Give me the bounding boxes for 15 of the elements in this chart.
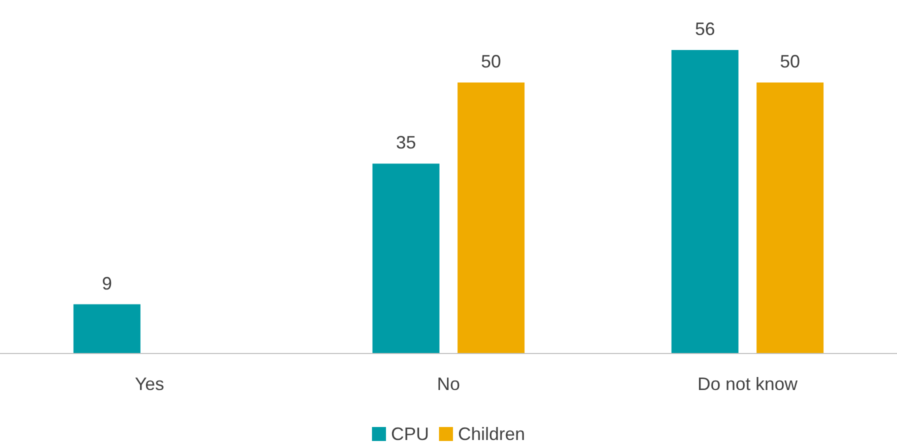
legend-label: Children: [458, 424, 526, 444]
bar: [756, 82, 824, 353]
bar: [671, 50, 738, 353]
legend-label: CPU: [390, 424, 429, 444]
bar: [73, 304, 140, 353]
bar: [458, 82, 525, 353]
data-label: 35: [396, 132, 416, 153]
data-label: 9: [102, 273, 112, 294]
x-tick-label: Yes: [134, 374, 164, 394]
data-label: 50: [481, 51, 502, 72]
data-label: 50: [780, 51, 800, 72]
x-tick-label: Do not know: [697, 374, 799, 394]
bar: [372, 164, 440, 353]
x-tick-label: No: [436, 374, 460, 394]
data-label: 56: [694, 19, 715, 39]
